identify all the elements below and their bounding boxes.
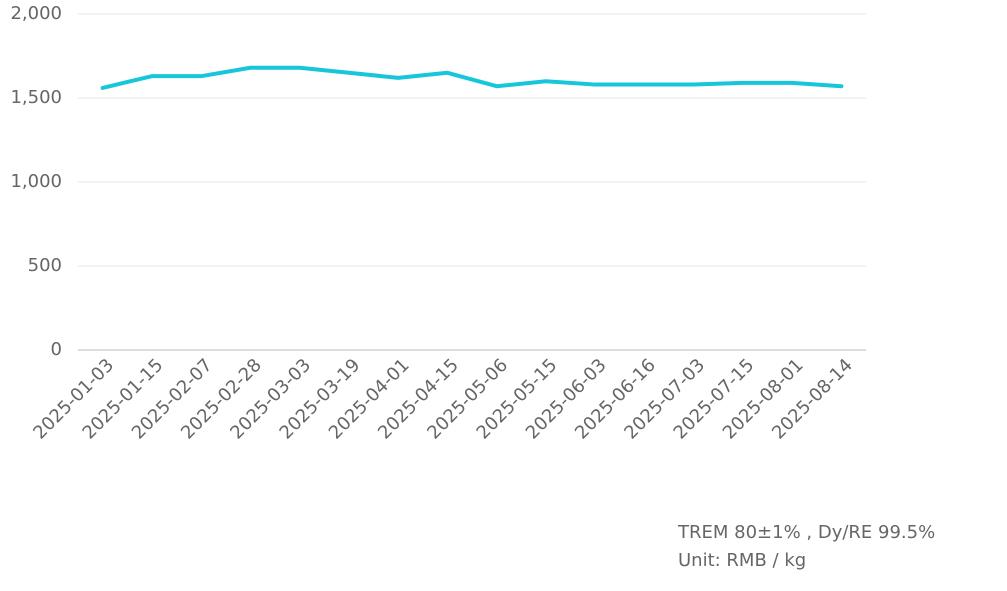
y-tick-label: 1,500 (10, 87, 62, 108)
y-tick-label: 0 (51, 339, 62, 360)
y-tick-label: 1,000 (10, 171, 62, 192)
data-line (100, 65, 844, 90)
y-tick-label: 500 (28, 255, 62, 276)
annotation: TREM 80±1% , Dy/RE 99.5% (677, 522, 935, 543)
y-tick-label: 2,000 (10, 3, 62, 24)
annotation: Unit: RMB / kg (678, 550, 806, 571)
